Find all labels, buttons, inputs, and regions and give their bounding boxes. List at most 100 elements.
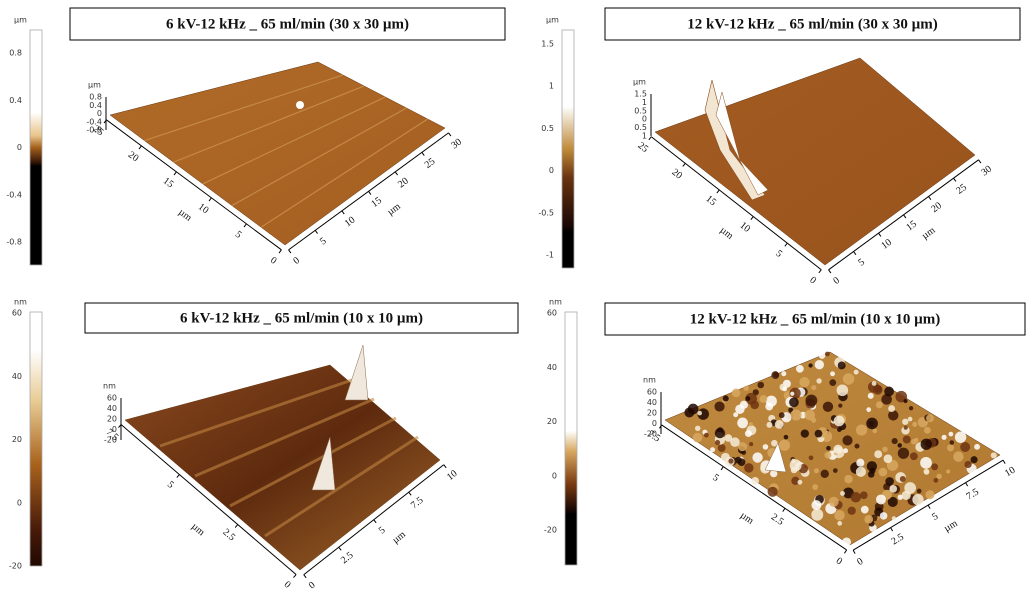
surface-grain: [904, 426, 908, 430]
surface-grain: [825, 352, 830, 357]
surface-grain: [829, 497, 839, 507]
surface-grain: [746, 396, 751, 401]
colorbar-tick-label: 60: [12, 309, 22, 318]
surface-grain: [902, 491, 911, 500]
surface-grain: [715, 440, 720, 445]
surface-grain: [840, 491, 845, 496]
surface-grain: [912, 422, 917, 427]
colorbar: [30, 30, 42, 265]
z-axis-unit: µm: [633, 78, 646, 87]
surface-grain: [715, 428, 725, 438]
surface-grain: [749, 442, 753, 446]
surface-grain: [733, 412, 738, 417]
z-tick-label: 60: [107, 394, 117, 403]
axis-tick-label: 2.5: [769, 512, 786, 528]
surface-grain: [811, 500, 821, 510]
surface-grain: [838, 403, 842, 407]
axis-tick-label: 5: [856, 257, 867, 269]
surface-grain: [880, 512, 888, 520]
surface-grain: [843, 373, 854, 384]
surface-grain: [856, 424, 867, 435]
colorbar-tick-label: 40: [12, 372, 22, 381]
axis-tick: [879, 233, 881, 236]
axis-label: µm: [738, 510, 756, 527]
surface-grain: [808, 363, 812, 367]
axis-tick-label: 20: [929, 200, 944, 215]
axis-tick-label: 20: [126, 149, 141, 164]
surface-grain: [872, 381, 877, 386]
z-tick-label: 40: [107, 404, 117, 413]
surface-grain: [723, 395, 729, 401]
surface-grain: [782, 387, 787, 392]
axis-tick-label: 10: [445, 468, 460, 483]
axis-tick: [289, 250, 291, 253]
surface-grain: [924, 469, 930, 475]
surface-grain: [790, 392, 794, 396]
surface-grain: [805, 410, 815, 420]
axis-tick: [422, 152, 424, 155]
colorbar-tick-label: 60: [547, 309, 557, 318]
surface-grain: [914, 438, 919, 443]
axis-tick-label: 5: [165, 479, 176, 491]
axis-tick: [928, 505, 930, 508]
axis-tick-label: 25: [954, 182, 969, 197]
z-tick-label: 1: [642, 132, 647, 141]
surface-grain: [933, 478, 938, 483]
axis-tick-label: 25: [635, 140, 650, 155]
axis-tick: [966, 483, 968, 486]
axis-tick-label: 2.5: [339, 550, 356, 566]
axis-tick: [721, 467, 723, 470]
axis-tick-label: 30: [449, 137, 464, 152]
surface-grain: [744, 463, 753, 472]
surface-grain: [925, 490, 934, 499]
surface-grain: [926, 414, 934, 422]
surface-grain: [829, 379, 836, 386]
surface-grain: [924, 427, 931, 434]
colorbar-tick-label: -0.4: [6, 190, 22, 199]
surface-grain: [766, 422, 772, 428]
axis-label: µm: [176, 207, 194, 224]
axis-tick: [395, 172, 397, 175]
surface-grain: [814, 468, 819, 473]
colorbar-unit: nm: [14, 298, 27, 307]
axis-tick: [844, 550, 846, 553]
axis-tick-label: 10: [343, 215, 358, 230]
surface-grain: [697, 411, 702, 416]
axis-tick-label: 10: [196, 201, 211, 216]
surface-grain: [718, 444, 726, 452]
panel-title: 6 kV-12 kHz _ 65 ml/min (10 x 10 µm): [180, 310, 423, 326]
colorbar-tick-label: 1: [549, 82, 554, 91]
surface-grain: [791, 410, 802, 421]
surface-grain: [837, 521, 842, 526]
surface-grain: [811, 509, 823, 521]
surface-grain: [816, 378, 821, 383]
surface-grain: [744, 386, 749, 391]
surface-grain: [912, 494, 923, 505]
colorbar-unit: µm: [14, 16, 27, 25]
surface-grain: [910, 452, 918, 460]
colorbar-tick-label: -0.5: [538, 208, 554, 217]
surface-grain: [848, 507, 856, 515]
axis-tick: [444, 465, 446, 468]
surface-grain: [812, 484, 818, 490]
axis-tick-label: 15: [161, 175, 176, 190]
surface-grain: [710, 447, 715, 452]
z-axis-unit: nm: [643, 376, 656, 385]
axis-tick-label: 25: [423, 156, 438, 171]
surface-grain: [868, 393, 874, 399]
surface-grain: [903, 435, 911, 443]
z-tick-label: 60: [647, 388, 657, 397]
axis-tick-label: 10: [737, 220, 752, 235]
colorbar: [30, 312, 42, 566]
axis-tick-label: 5: [773, 248, 784, 260]
axis-tick-label: 2.5: [220, 527, 237, 543]
colorbar-tick-label: 20: [547, 417, 557, 426]
panel-title: 12 kV-12 kHz _ 65 ml/min (30 x 30 µm): [687, 16, 937, 32]
axis-tick: [279, 250, 281, 253]
surface-grain: [874, 450, 882, 458]
axis-tick: [683, 163, 685, 166]
surface-grain: [903, 399, 907, 403]
surface-grain: [833, 468, 838, 473]
axis-tick: [853, 550, 855, 553]
surface-grain: [779, 412, 785, 418]
